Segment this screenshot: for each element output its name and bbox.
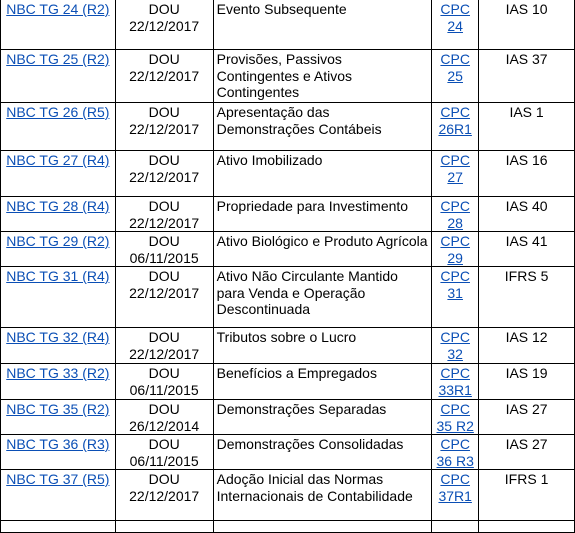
dou-label: DOU [148, 152, 180, 168]
norm-title: Provisões, Passivos Contingentes e Ativo… [212, 49, 433, 103]
table-row: NBC TG 28 (R4) DOU 22/12/2017 Propriedade… [0, 196, 575, 232]
norm-link[interactable]: NBC TG 31 (R4) [6, 268, 110, 284]
norm-link[interactable]: NBC TG 25 (R2) [6, 51, 110, 67]
intl-standard: IAS 37 [478, 49, 575, 103]
table-row: NBC TG 32 (R4) DOU 22/12/2017 Tributos so… [0, 327, 575, 364]
dou-date: 22/12/2017 [129, 17, 200, 34]
table-row: NBC TG 31 (R4) DOU 22/12/2017 Ativo Não C… [0, 266, 575, 328]
dou-label: DOU [148, 51, 180, 67]
cpc-link[interactable]: CPC 36 R3 [436, 436, 474, 469]
norm-link[interactable]: NBC TG 29 (R2) [6, 233, 110, 249]
dou-date: 26/12/2014 [129, 417, 200, 434]
cpc-link[interactable]: CPC 31 [440, 268, 470, 301]
norm-link[interactable]: NBC TG 28 (R4) [6, 198, 110, 214]
dou-date: 22/12/2017 [129, 284, 200, 301]
dou-date: 22/12/2017 [129, 345, 200, 362]
intl-standard: IFRS 1 [478, 469, 575, 521]
norm-title: Apresentação das Demonstrações Contábeis [212, 102, 433, 151]
dou-date: 06/11/2015 [129, 249, 199, 266]
norm-link[interactable]: NBC TG 24 (R2) [6, 1, 110, 17]
dou-label: DOU [148, 1, 180, 17]
intl-standard: IAS 10 [478, 0, 575, 50]
cpc-link[interactable]: CPC 25 [440, 51, 470, 84]
intl-standard: IFRS 5 [478, 266, 575, 328]
norm-link[interactable]: NBC TG 35 (R2) [6, 401, 110, 417]
cpc-link[interactable]: CPC 35 R2 [436, 401, 474, 434]
cpc-link[interactable]: CPC 32 [440, 329, 470, 362]
dou-label: DOU [148, 401, 180, 417]
cpc-link[interactable]: CPC 28 [440, 198, 470, 231]
norm-title: Ativo Não Circulante Mantido para Venda … [212, 266, 433, 328]
dou-date: 22/12/2017 [129, 168, 200, 185]
norm-title: Demonstrações Separadas [212, 399, 433, 435]
cpc-link[interactable]: CPC 37R1 [438, 471, 472, 504]
intl-standard: IAS 16 [478, 150, 575, 197]
intl-standard: IAS 12 [478, 327, 575, 364]
dou-date: 06/11/2015 [129, 452, 199, 469]
dou-label: DOU [148, 329, 180, 345]
dou-date: 22/12/2017 [129, 120, 200, 137]
norm-title: Evento Subsequente [212, 0, 433, 50]
cpc-link[interactable]: CPC 27 [440, 152, 470, 185]
norm-link[interactable]: NBC TG 27 (R4) [6, 152, 110, 168]
dou-label: DOU [148, 436, 180, 452]
table-row: NBC TG 26 (R5) DOU 22/12/2017 Apresentaçã… [0, 102, 575, 151]
cpc-link[interactable]: CPC 33R1 [438, 365, 472, 398]
norm-link[interactable]: NBC TG 33 (R2) [6, 365, 110, 381]
dou-label: DOU [148, 268, 180, 284]
intl-standard: IAS 19 [478, 363, 575, 400]
norm-link[interactable]: NBC TG 36 (R3) [6, 436, 110, 452]
table-row: NBC TG 35 (R2) DOU 26/12/2014 Demonstraçõ… [0, 399, 575, 435]
dou-label: DOU [148, 471, 180, 487]
cpc-link[interactable]: CPC 26R1 [438, 104, 472, 137]
intl-standard: IAS 40 [478, 196, 575, 232]
intl-standard: IAS 1 [478, 102, 575, 151]
cpc-link[interactable]: CPC 29 [440, 233, 470, 266]
cpc-link[interactable]: CPC 24 [440, 1, 470, 34]
intl-standard: IAS 41 [478, 231, 575, 267]
norm-link[interactable]: NBC TG 26 (R5) [6, 104, 110, 120]
norm-title: Propriedade para Investimento [212, 196, 433, 232]
norm-title: Ativo Imobilizado [212, 150, 433, 197]
dou-date: 22/12/2017 [129, 214, 200, 231]
dou-date: 06/11/2015 [129, 381, 199, 398]
norm-title: Demonstrações Consolidadas [212, 434, 433, 470]
norm-title: Tributos sobre o Lucro [212, 327, 433, 364]
intl-standard: IAS 27 [478, 399, 575, 435]
dou-date: 22/12/2017 [129, 67, 200, 84]
table-row: NBC TG 37 (R5) DOU 22/12/2017 Adoção Inic… [0, 469, 575, 521]
dou-label: DOU [148, 104, 180, 120]
dou-label: DOU [148, 233, 180, 249]
table-row: NBC TG 24 (R2) DOU 22/12/2017 Evento Subs… [0, 0, 575, 50]
table-row: NBC TG 29 (R2) DOU 06/11/2015 Ativo Bioló… [0, 231, 575, 267]
dou-date: 22/12/2017 [129, 487, 200, 504]
table-row-partial [0, 520, 575, 533]
norm-title: Adoção Inicial das Normas Internacionais… [212, 469, 433, 521]
norm-link[interactable]: NBC TG 32 (R4) [6, 329, 110, 345]
norm-link[interactable]: NBC TG 37 (R5) [6, 471, 110, 487]
norm-title: Benefícios a Empregados [212, 363, 433, 400]
table-row: NBC TG 36 (R3) DOU 06/11/2015 Demonstraçõ… [0, 434, 575, 470]
dou-label: DOU [148, 365, 180, 381]
table-row: NBC TG 27 (R4) DOU 22/12/2017 Ativo Imobi… [0, 150, 575, 197]
intl-standard: IAS 27 [478, 434, 575, 470]
dou-label: DOU [148, 198, 180, 214]
table-row: NBC TG 25 (R2) DOU 22/12/2017 Provisões, … [0, 49, 575, 103]
table-row: NBC TG 33 (R2) DOU 06/11/2015 Benefícios … [0, 363, 575, 400]
norm-title: Ativo Biológico e Produto Agrícola [212, 231, 433, 267]
